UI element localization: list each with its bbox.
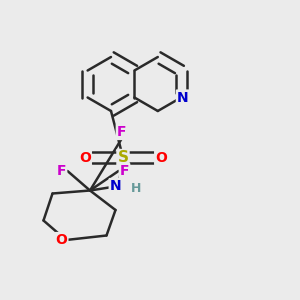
- Text: N: N: [177, 91, 188, 104]
- Text: O: O: [155, 151, 167, 164]
- Text: N: N: [110, 179, 121, 193]
- Text: F: F: [117, 125, 126, 139]
- Text: S: S: [118, 150, 128, 165]
- Text: F: F: [57, 164, 66, 178]
- Text: F: F: [120, 164, 129, 178]
- Text: O: O: [56, 233, 68, 247]
- Text: O: O: [79, 151, 91, 164]
- Text: H: H: [131, 182, 142, 196]
